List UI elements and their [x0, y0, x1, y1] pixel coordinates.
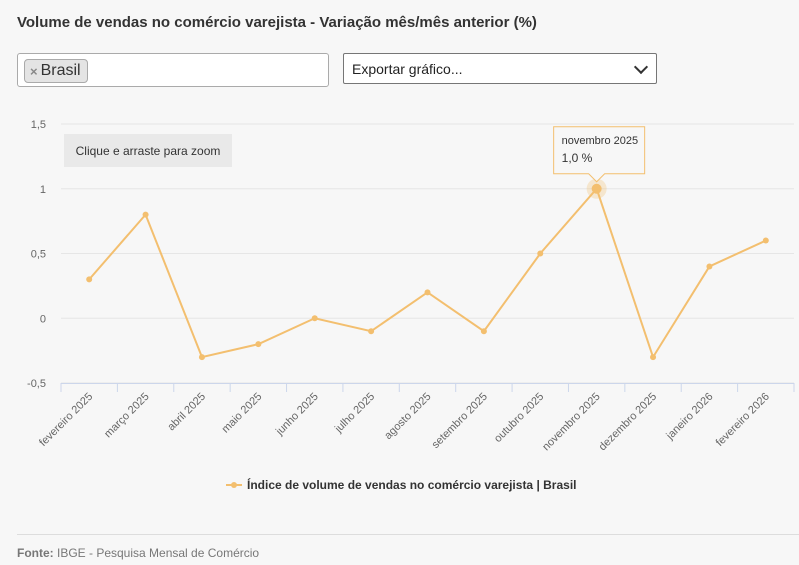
data-point[interactable]	[368, 328, 375, 335]
tooltip-box	[553, 126, 646, 183]
remove-chip-icon[interactable]: ×	[30, 63, 38, 79]
x-tick-label: maio 2025	[220, 391, 265, 436]
x-tick-label: janeiro 2026	[664, 391, 716, 443]
data-point[interactable]	[86, 276, 93, 283]
source-footer: Fonte: IBGE - Pesquisa Mensal de Comérci…	[17, 546, 259, 560]
x-tick-label: abril 2025	[165, 391, 208, 434]
x-tick-label: junho 2025	[273, 391, 321, 439]
y-tick-label: 0,5	[31, 249, 46, 261]
data-point[interactable]	[650, 354, 657, 361]
data-point[interactable]	[537, 250, 544, 257]
legend-marker	[231, 482, 237, 488]
x-tick-label: setembro 2025	[430, 391, 490, 451]
data-point[interactable]	[255, 341, 262, 348]
x-tick-label: fevereiro 2025	[37, 391, 95, 449]
filter-chip-brasil[interactable]: × Brasil	[24, 59, 88, 83]
filter-chip-label: Brasil	[40, 62, 81, 79]
data-point[interactable]	[311, 315, 318, 322]
data-point[interactable]	[142, 211, 149, 218]
export-select-label: Exportar gráfico...	[352, 60, 463, 77]
x-tick-label: fevereiro 2026	[714, 391, 772, 449]
x-tick-label: outubro 2025	[492, 391, 546, 445]
data-point[interactable]	[762, 237, 769, 244]
data-point[interactable]	[424, 289, 431, 296]
x-tick-label: julho 2025	[332, 391, 377, 436]
y-tick-label: 1,5	[31, 119, 46, 131]
tooltip-title: novembro 2025	[562, 135, 638, 147]
y-tick-label: 1	[40, 184, 46, 196]
legend-item-label[interactable]: Índice de volume de vendas no comércio v…	[247, 477, 576, 492]
zoom-hint-button[interactable]: Clique e arraste para zoom	[64, 134, 232, 167]
series-line	[88, 186, 767, 360]
chart-title: Volume de vendas no comércio varejista -…	[17, 14, 537, 31]
y-tick-label: 0	[40, 313, 46, 325]
source-text: IBGE - Pesquisa Mensal de Comércio	[53, 546, 260, 560]
x-tick-label: março 2025	[102, 391, 152, 441]
y-tick-label: -0,5	[27, 378, 46, 390]
x-tick-label: novembro 2025	[540, 391, 603, 454]
region-filter-input[interactable]: × Brasil	[17, 53, 329, 87]
tooltip-value: 1,0 %	[562, 151, 593, 165]
data-point[interactable]	[591, 183, 602, 194]
data-point[interactable]	[706, 263, 713, 270]
source-label: Fonte:	[17, 546, 54, 560]
x-tick-label: agosto 2025	[382, 391, 433, 442]
data-point[interactable]	[198, 354, 205, 361]
footer-divider	[17, 534, 799, 535]
data-point[interactable]	[480, 328, 487, 335]
export-chart-select[interactable]: Exportar gráfico...	[343, 53, 657, 84]
x-tick-label: dezembro 2025	[597, 391, 660, 454]
